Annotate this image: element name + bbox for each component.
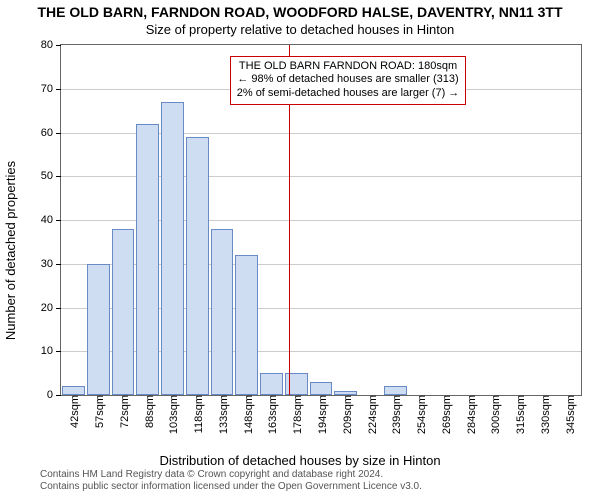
x-tick-label: 88sqm	[140, 395, 156, 428]
x-tick-label: 209sqm	[338, 395, 354, 434]
x-tick-label: 42sqm	[65, 395, 81, 428]
y-tick-label: 40	[41, 214, 61, 226]
histogram-bar	[62, 386, 85, 395]
x-tick-label: 194sqm	[313, 395, 329, 434]
x-tick-label: 300sqm	[486, 395, 502, 434]
annotation-line: ← 98% of detached houses are smaller (31…	[237, 73, 460, 87]
annotation-line: 2% of semi-detached houses are larger (7…	[237, 87, 460, 101]
x-tick-label: 224sqm	[363, 395, 379, 434]
y-tick-label: 0	[47, 389, 61, 401]
histogram-bar	[235, 255, 258, 395]
x-tick-label: 57sqm	[90, 395, 106, 428]
y-tick-label: 10	[41, 345, 61, 357]
histogram-bar	[260, 373, 283, 395]
y-tick-label: 50	[41, 170, 61, 182]
x-tick-label: 284sqm	[462, 395, 478, 434]
y-tick-label: 20	[41, 302, 61, 314]
chart-subtitle: Size of property relative to detached ho…	[0, 22, 600, 37]
x-tick-label: 72sqm	[115, 395, 131, 428]
histogram-bar	[310, 382, 333, 395]
x-axis-label: Distribution of detached houses by size …	[0, 453, 600, 468]
chart-title: THE OLD BARN, FARNDON ROAD, WOODFORD HAL…	[0, 4, 600, 20]
footer-line-1: Contains HM Land Registry data © Crown c…	[40, 469, 422, 481]
y-tick-label: 60	[41, 127, 61, 139]
plot-area: 0102030405060708042sqm57sqm72sqm88sqm103…	[60, 44, 582, 396]
x-tick-label: 254sqm	[412, 395, 428, 434]
y-tick-label: 30	[41, 258, 61, 270]
x-tick-label: 118sqm	[189, 395, 205, 433]
footer-attribution: Contains HM Land Registry data © Crown c…	[40, 469, 422, 492]
x-tick-label: 239sqm	[387, 395, 403, 434]
y-axis-label: Number of detached properties	[4, 0, 18, 500]
histogram-bar	[136, 124, 159, 395]
x-tick-label: 269sqm	[437, 395, 453, 434]
histogram-bar	[384, 386, 407, 395]
x-tick-label: 345sqm	[561, 395, 577, 434]
histogram-bar	[87, 264, 110, 395]
histogram-bar	[161, 102, 184, 395]
x-tick-label: 163sqm	[263, 395, 279, 434]
annotation-line: THE OLD BARN FARNDON ROAD: 180sqm	[237, 60, 460, 74]
y-tick-label: 70	[41, 83, 61, 95]
x-tick-label: 133sqm	[214, 395, 230, 434]
x-tick-label: 178sqm	[288, 395, 304, 434]
y-tick-label: 80	[41, 39, 61, 51]
x-tick-label: 103sqm	[164, 395, 180, 434]
x-tick-label: 148sqm	[239, 395, 255, 434]
x-tick-label: 330sqm	[536, 395, 552, 434]
footer-line-2: Contains public sector information licen…	[40, 481, 422, 493]
annotation-box: THE OLD BARN FARNDON ROAD: 180sqm← 98% o…	[230, 56, 467, 105]
histogram-bar	[186, 137, 209, 395]
histogram-bar	[211, 229, 234, 395]
x-tick-label: 315sqm	[511, 395, 527, 434]
histogram-bar	[112, 229, 135, 395]
